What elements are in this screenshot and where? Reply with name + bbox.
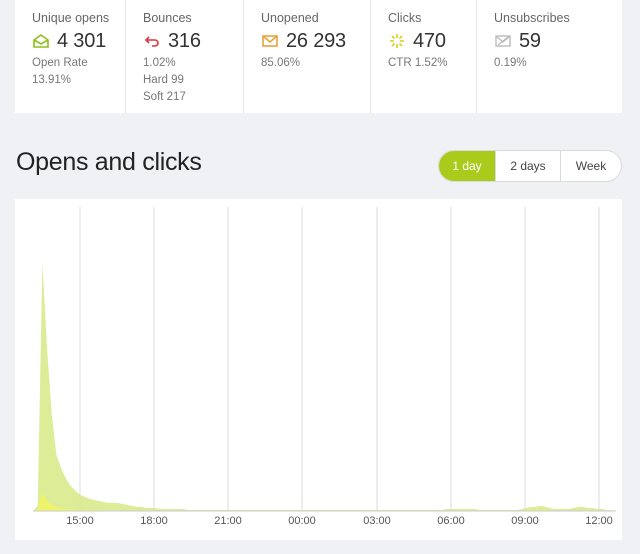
stat-sub: 13.91%	[32, 74, 72, 86]
page-title: Opens and clicks	[16, 148, 202, 176]
click-burst-icon	[388, 33, 406, 49]
x-tick-label: 03:00	[363, 515, 391, 527]
stat-sub: 0.19%	[494, 57, 527, 69]
opens-clicks-chart[interactable]: 15:00 18:00 21:00 00:00 03:00 06:00 09:00 12:00	[15, 199, 622, 540]
opens-area	[33, 262, 616, 511]
stat-unique-opens[interactable]: Unique opens 4 301 Open Rate 13.91%	[15, 0, 126, 113]
stat-value: 26 293	[286, 30, 346, 52]
stat-bounces[interactable]: Bounces 316 1.02% Hard 99 Soft 217	[126, 0, 244, 113]
stat-sub: 85.06%	[261, 57, 301, 69]
stat-label: Unsubscribes	[494, 11, 570, 25]
open-envelope-icon	[32, 33, 50, 49]
stat-sub: 1.02%	[143, 57, 176, 69]
stat-label: Clicks	[388, 11, 422, 25]
stat-value: 316	[168, 30, 201, 52]
x-tick-label: 15:00	[66, 515, 94, 527]
stat-label: Unique opens	[32, 11, 110, 25]
x-tick-label: 00:00	[288, 515, 316, 527]
unsubscribe-envelope-icon	[494, 33, 512, 49]
chart-svg: 15:00 18:00 21:00 00:00 03:00 06:00 09:00 12:00	[33, 207, 616, 527]
stat-value: 59	[519, 30, 541, 52]
stat-label: Unopened	[261, 11, 319, 25]
stat-sub: Open Rate	[32, 57, 88, 69]
stat-sub: Hard 99	[143, 74, 184, 86]
stat-unsubscribes[interactable]: Unsubscribes 59 0.19%	[477, 0, 622, 113]
x-tick-label: 09:00	[511, 515, 539, 527]
stat-value: 4 301	[57, 30, 107, 52]
stat-value: 470	[413, 30, 446, 52]
bounce-arrow-icon	[143, 33, 161, 49]
range-1-day-button[interactable]: 1 day	[439, 151, 496, 181]
x-tick-label: 06:00	[437, 515, 465, 527]
x-tick-label: 18:00	[140, 515, 168, 527]
range-2-days-button[interactable]: 2 days	[496, 151, 561, 181]
stat-label: Bounces	[143, 11, 192, 25]
envelope-icon	[261, 33, 279, 49]
stat-clicks[interactable]: Clicks 470 CTR 1.52%	[371, 0, 477, 113]
range-week-button[interactable]: Week	[575, 159, 607, 173]
time-range-toggle: 1 day 2 days Week	[438, 150, 622, 182]
stat-unopened[interactable]: Unopened 26 293 85.06%	[244, 0, 371, 113]
x-tick-label: 12:00	[585, 515, 613, 527]
stats-bar: Unique opens 4 301 Open Rate 13.91% Boun…	[15, 0, 622, 113]
stat-sub: CTR 1.52%	[388, 57, 448, 69]
x-tick-label: 21:00	[214, 515, 242, 527]
stat-sub: Soft 217	[143, 91, 186, 103]
